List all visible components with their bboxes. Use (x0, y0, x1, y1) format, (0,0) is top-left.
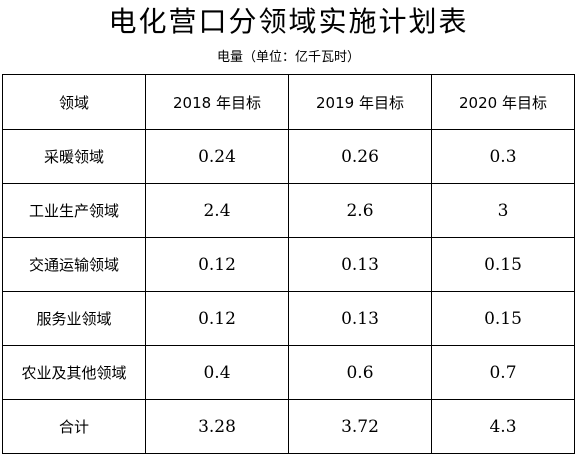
cell-2019: 0.6 (288, 345, 432, 400)
column-header-2018: 2018 年目标 (145, 74, 289, 130)
row-label: 农业及其他领域 (2, 345, 146, 400)
document-title: 电化营口分领域实施计划表 (108, 5, 469, 38)
cell-2020: 0.3 (431, 129, 575, 184)
cell-2019: 0.13 (288, 291, 432, 346)
cell-2020: 0.7 (431, 345, 575, 400)
cell-2018: 0.12 (145, 237, 289, 292)
row-label: 采暖领域 (2, 129, 146, 184)
table-row: 服务业领域 0.12 0.13 0.15 (2, 291, 575, 346)
cell-2018: 0.24 (145, 129, 289, 184)
cell-2019: 2.6 (288, 183, 432, 238)
table-row: 交通运输领域 0.12 0.13 0.15 (2, 237, 575, 292)
column-header-domain: 领域 (2, 74, 146, 130)
row-label: 工业生产领域 (2, 183, 146, 238)
cell-2018: 0.12 (145, 291, 289, 346)
table-row: 农业及其他领域 0.4 0.6 0.7 (2, 345, 575, 400)
total-2020: 4.3 (431, 399, 575, 454)
table-row: 工业生产领域 2.4 2.6 3 (2, 183, 575, 238)
table-header-row: 领域 2018 年目标 2019 年目标 2020 年目标 (2, 74, 575, 130)
column-header-2019: 2019 年目标 (288, 74, 432, 130)
cell-2018: 0.4 (145, 345, 289, 400)
column-header-2020: 2020 年目标 (431, 74, 575, 130)
row-label: 服务业领域 (2, 291, 146, 346)
cell-2020: 3 (431, 183, 575, 238)
cell-2018: 2.4 (145, 183, 289, 238)
row-label: 交通运输领域 (2, 237, 146, 292)
total-2019: 3.72 (288, 399, 432, 454)
plan-table: 领域 2018 年目标 2019 年目标 2020 年目标 采暖领域 0.24 … (2, 74, 575, 454)
cell-2019: 0.26 (288, 129, 432, 184)
unit-note: 电量（单位：亿千瓦时） (216, 50, 360, 65)
total-2018: 3.28 (145, 399, 289, 454)
table-total-row: 合计 3.28 3.72 4.3 (2, 399, 575, 454)
table-row: 采暖领域 0.24 0.26 0.3 (2, 129, 575, 184)
cell-2020: 0.15 (431, 237, 575, 292)
cell-2019: 0.13 (288, 237, 432, 292)
cell-2020: 0.15 (431, 291, 575, 346)
total-label: 合计 (2, 399, 146, 454)
